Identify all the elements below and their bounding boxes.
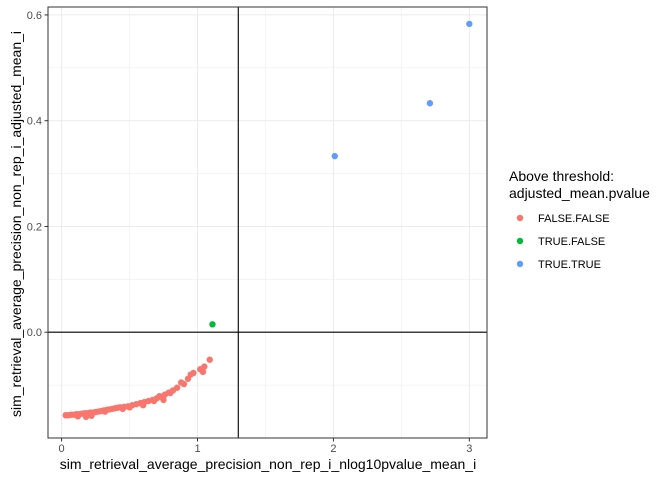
y-tick-label: 0.0 xyxy=(27,327,42,339)
legend-key-marker xyxy=(516,260,524,268)
plot-panel xyxy=(48,7,487,438)
data-point xyxy=(180,380,188,388)
data-point xyxy=(119,405,126,413)
legend-key-label: FALSE.FALSE xyxy=(538,213,610,225)
legend-key-label: TRUE.TRUE xyxy=(538,259,601,271)
legend-title-line-2: adjusted_mean.pvalue xyxy=(509,185,650,201)
data-point xyxy=(126,404,133,411)
legend-key-marker xyxy=(516,237,524,245)
data-point xyxy=(101,408,109,415)
legend: Above threshold: adjusted_mean.pvalue FA… xyxy=(509,168,650,271)
data-points xyxy=(62,20,473,421)
panel-background xyxy=(48,7,487,438)
data-point xyxy=(156,393,163,400)
x-tick-label: 1 xyxy=(194,443,200,455)
legend-title-line-1: Above threshold: xyxy=(509,168,614,184)
data-point xyxy=(201,363,208,370)
legend-key-label: TRUE.FALSE xyxy=(538,236,605,248)
y-tick-label: 0.4 xyxy=(27,116,42,128)
data-point xyxy=(187,371,194,378)
data-point xyxy=(167,389,174,397)
x-axis-ticks: 0 1 2 3 xyxy=(59,438,472,455)
panel-border xyxy=(47,6,488,439)
x-tick-label: 3 xyxy=(466,443,472,455)
data-point xyxy=(150,397,158,405)
y-axis-title: sim_retrieval_average_precision_non_rep_… xyxy=(8,31,24,417)
y-tick-label: 0.2 xyxy=(27,221,42,233)
reference-lines xyxy=(48,7,487,438)
data-point xyxy=(173,384,181,391)
data-point xyxy=(88,412,95,419)
data-point xyxy=(209,321,216,328)
data-point xyxy=(199,368,207,376)
data-point xyxy=(426,100,434,107)
plot-border xyxy=(47,6,488,439)
x-axis-title: sim_retrieval_average_precision_non_rep_… xyxy=(60,456,476,472)
y-axis-ticks: 0.0 0.2 0.4 0.6 xyxy=(27,10,48,339)
data-point xyxy=(160,396,167,404)
data-point xyxy=(82,413,90,421)
data-point xyxy=(206,356,213,363)
data-point xyxy=(139,402,147,409)
data-point xyxy=(466,20,473,28)
data-point xyxy=(74,413,82,420)
legend-key-marker xyxy=(516,214,524,222)
x-tick-label: 0 xyxy=(59,443,65,455)
y-tick-label: 0.6 xyxy=(27,10,42,22)
x-tick-label: 2 xyxy=(330,443,336,455)
data-point xyxy=(331,152,338,160)
